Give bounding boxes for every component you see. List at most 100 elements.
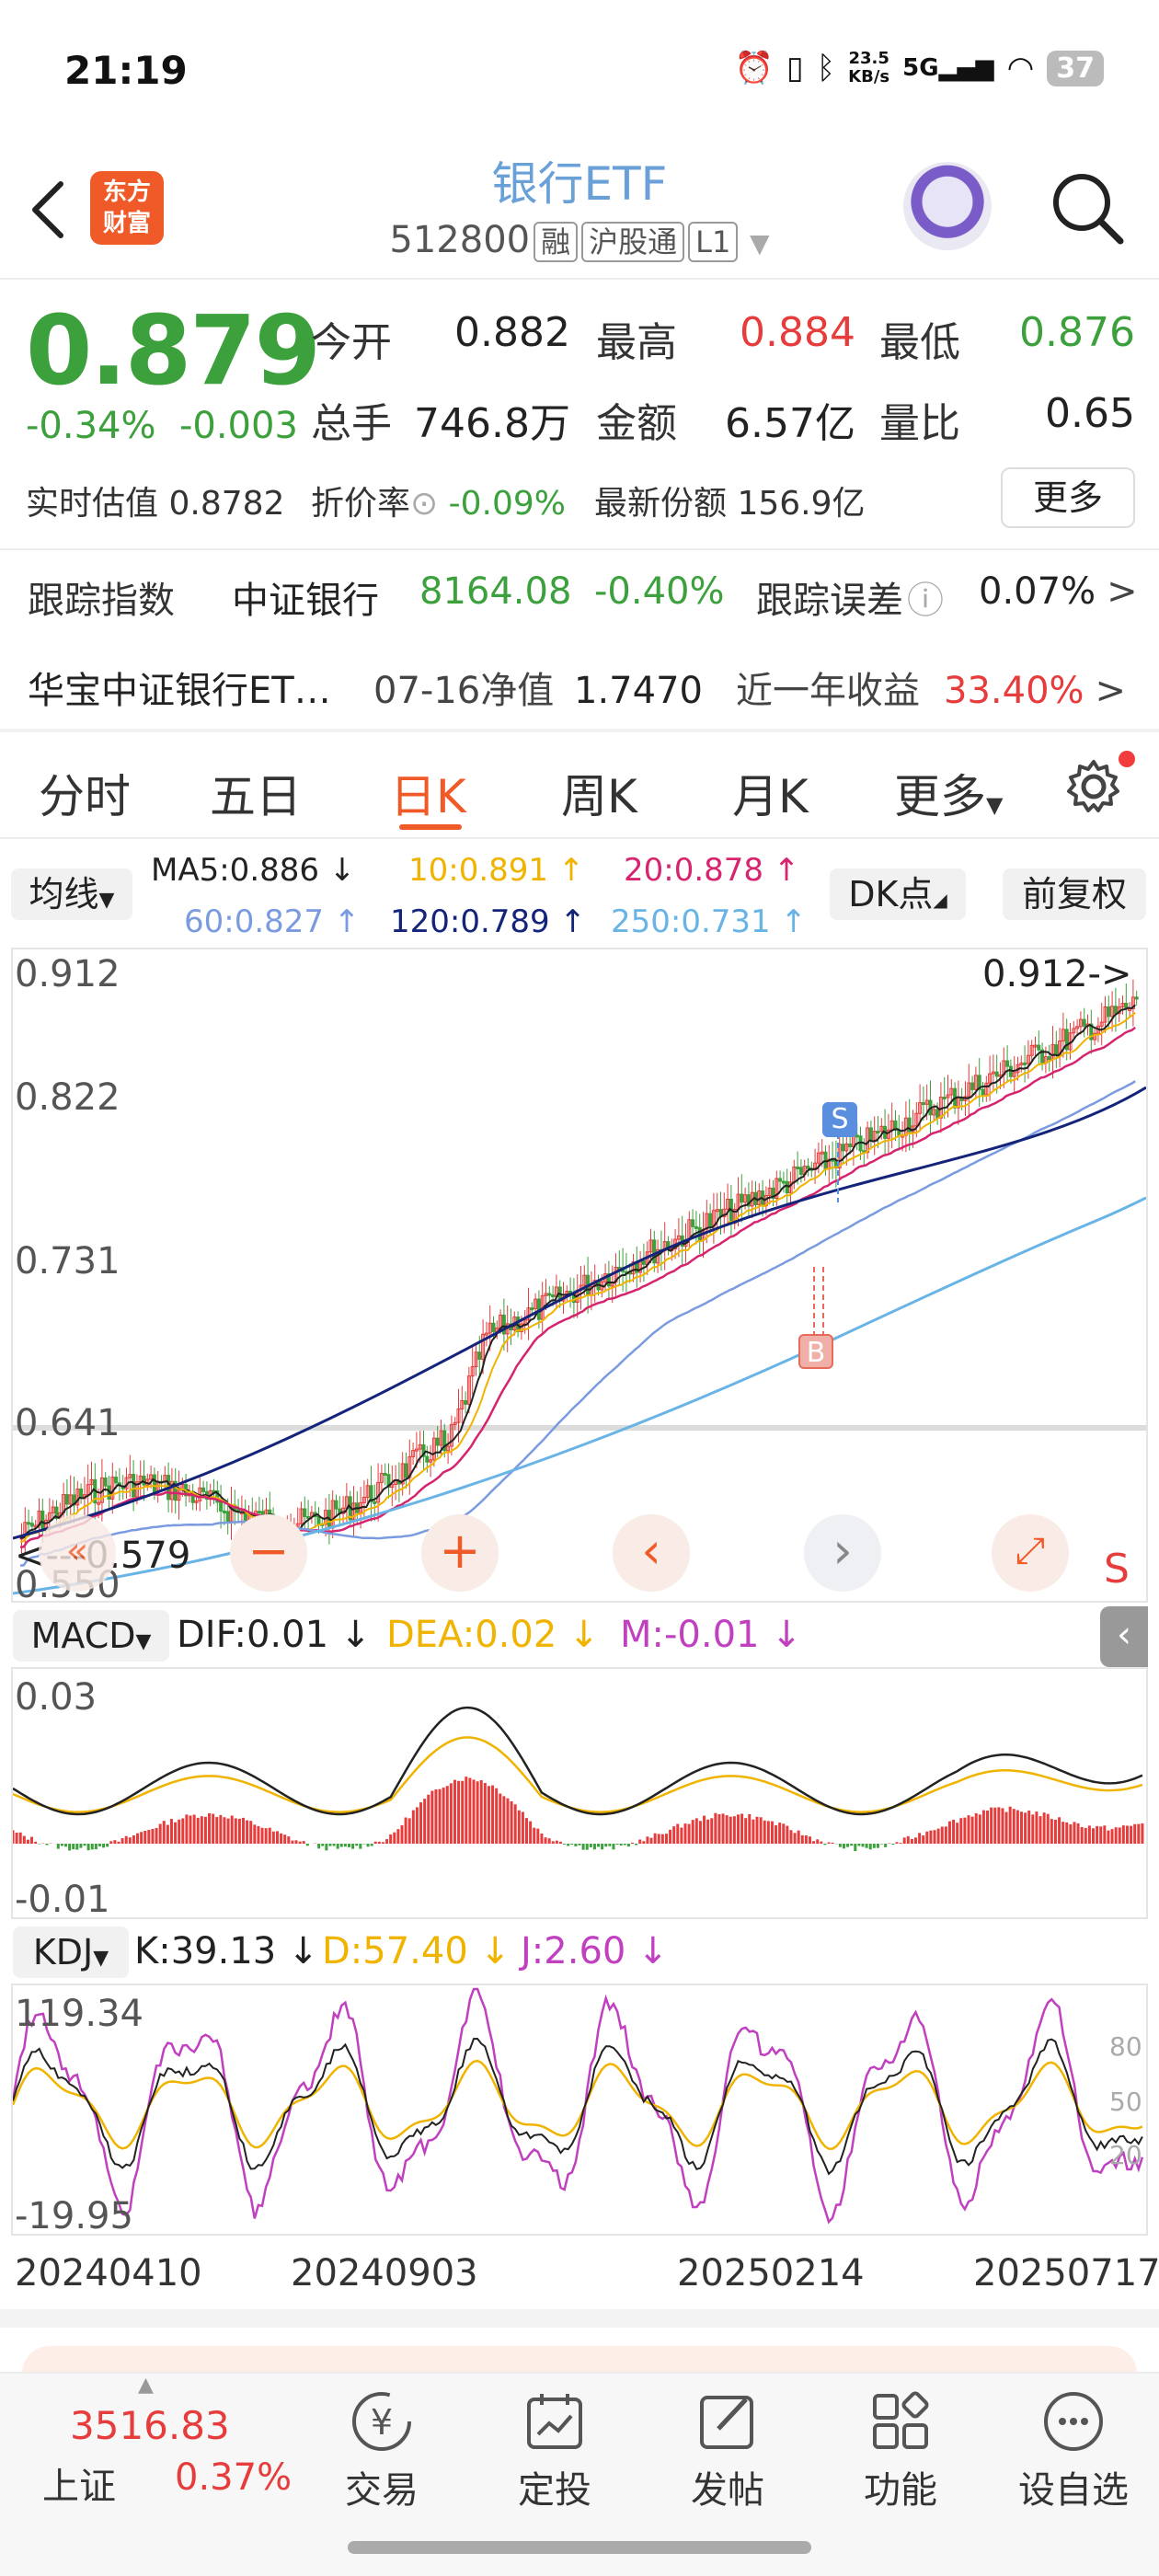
dk-point-button[interactable]: DK点◢ [830,868,966,920]
ma120-line [13,1086,1146,1540]
tab-daily-k[interactable]: 日K [390,770,466,823]
tag-margin: 融 [534,222,579,262]
kdj-chart[interactable] [13,1985,1146,2234]
zoom-in-button[interactable]: + [421,1514,499,1592]
candle [201,1487,206,1492]
more-button[interactable]: 更多 [1001,467,1135,528]
kdj-d-line [13,2059,1143,2150]
quote-divider [0,548,1159,550]
candle [103,1477,108,1487]
nav-add-watchlist[interactable]: 设自选 [1004,2383,1142,2513]
market-index-change[interactable]: 0.37% [175,2456,293,2499]
collapse-panel-button[interactable]: ‹ [1100,1606,1148,1667]
tab-five-day[interactable]: 五日 [210,770,302,823]
home-indicator[interactable] [348,2541,811,2554]
candle [1075,1026,1080,1029]
kline-y-tick-3: 0.641 [15,1402,120,1444]
candle [582,1274,587,1286]
sell-signal-marker[interactable]: S [822,1102,857,1137]
market-index-name[interactable]: 上证 [42,2466,116,2508]
tab-monthly-k[interactable]: 月K [732,770,809,823]
candle [705,1213,709,1230]
tracking-row[interactable]: 跟踪指数 中证银行 8164.08 -0.40% 跟踪误差 ⓘ 0.07% > [28,570,1138,622]
fullscreen-icon[interactable]: ⤢ [992,1514,1069,1592]
nav-functions[interactable]: 功能 [832,2383,970,2513]
nav-row[interactable]: 华宝中证银行ET… 07-16净值 1.7470 近一年收益 33.40% > [28,670,1127,712]
help-icon: ⓘ [907,580,944,622]
candle [907,1117,912,1133]
back-icon[interactable] [20,173,75,247]
market-index-value[interactable]: 3516.83 [70,2403,230,2448]
candle [785,1180,789,1194]
macd-chart[interactable] [13,1669,1146,1917]
kline-chart[interactable] [13,949,1146,1601]
nav-post[interactable]: 发帖 [659,2383,797,2513]
candle [726,1199,730,1210]
candle [981,1088,985,1096]
candle [501,1314,506,1335]
double-left-icon[interactable]: « [39,1514,116,1592]
assistant-avatar[interactable] [903,162,992,250]
candle [439,1430,443,1446]
high-price-marker: 0.912-> [982,953,1132,995]
status-time: 21:19 [64,48,188,93]
adjust-button[interactable]: 前复权 [1003,868,1146,920]
candle [68,1494,73,1505]
search-icon[interactable] [1049,169,1126,247]
security-code-row[interactable]: 512800 融沪股通 L1 ▼ [0,219,1159,262]
kdj-select-button[interactable]: KDJ▼ [13,1926,129,1978]
candle [641,1259,646,1265]
scroll-left-button[interactable]: ‹ [613,1514,690,1592]
candle [1033,1044,1038,1048]
nav-trade[interactable]: ¥ 交易 [313,2383,451,2513]
candle [64,1494,69,1505]
candle [418,1443,422,1450]
candle [743,1194,748,1203]
candle [481,1333,486,1360]
kdj-d: D:57.40 ↓ [322,1930,511,1972]
candle [530,1307,534,1311]
kdj-right-tick-50: 50 [1109,2087,1142,2117]
nav-invest-plan[interactable]: 定投 [486,2383,624,2513]
candle [316,1516,321,1524]
ma-select-button[interactable]: 均线▼ [11,868,132,920]
scroll-right-button[interactable]: › [804,1514,881,1592]
candle [376,1481,381,1503]
tab-weekly-k[interactable]: 周K [561,770,637,823]
candle [740,1193,744,1203]
signal-icon: 5G▂▄▆ [902,54,994,82]
kdj-y-bottom: -19.95 [15,2195,133,2237]
zoom-out-button[interactable]: − [230,1514,307,1592]
candle [722,1208,727,1218]
macd-dea: DEA:0.02 ↓ [386,1614,600,1656]
candle [973,1075,978,1090]
candle [1019,1062,1024,1065]
candle [924,1099,929,1105]
last-price: 0.879 [26,294,321,407]
chart-calendar-icon [486,2383,624,2460]
x-tick-0: 20240410 [15,2252,202,2294]
kline-chart-frame[interactable] [11,948,1148,1603]
candle [816,1152,820,1164]
candle [383,1473,387,1477]
vibrate-icon: ▯ [786,50,804,86]
candle [708,1213,713,1227]
gear-icon[interactable] [1063,756,1124,817]
kdj-right-tick-80: 80 [1109,2031,1142,2062]
tab-more[interactable]: 更多▼ [894,770,1004,823]
buy-signal-marker[interactable]: B [798,1334,833,1369]
candle [918,1102,923,1114]
candle [547,1293,552,1296]
candle [33,1524,38,1528]
candle [219,1501,224,1512]
candle [114,1477,119,1484]
candle [23,1522,28,1538]
macd-select-button[interactable]: MACD▼ [13,1610,169,1662]
candle [149,1474,154,1480]
candle [407,1455,412,1478]
caret-up-icon: ▲ [138,2374,154,2397]
chevron-right-icon: > [1107,570,1138,613]
tab-intraday[interactable]: 分时 [39,770,131,823]
candle [676,1235,681,1240]
app-logo[interactable]: 东方 财富 [90,171,164,245]
